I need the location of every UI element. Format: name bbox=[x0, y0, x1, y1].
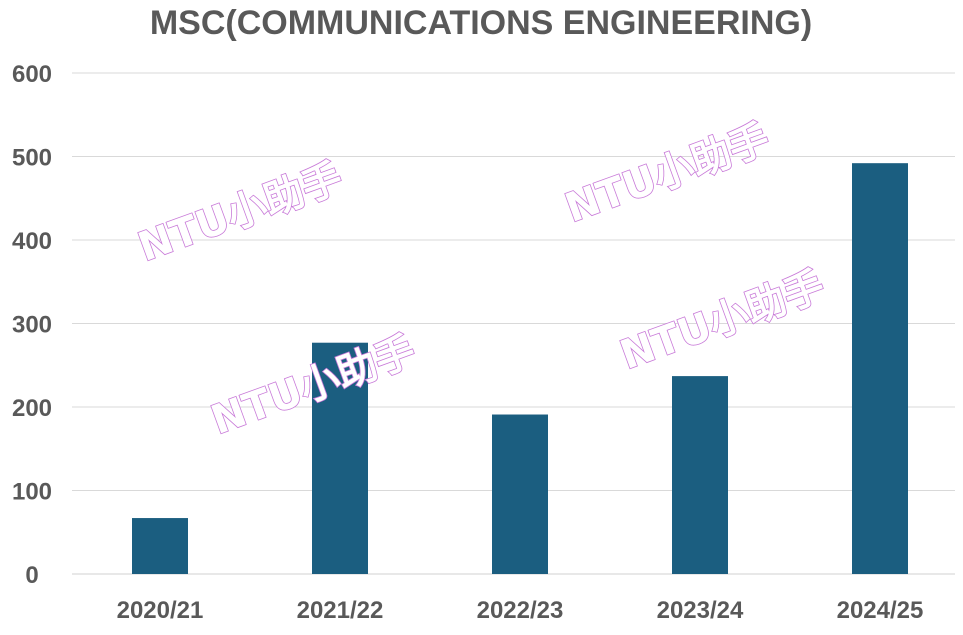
y-tick-label: 500 bbox=[12, 145, 52, 172]
gridlines bbox=[72, 72, 955, 575]
x-tick-label: 2024/25 bbox=[837, 597, 924, 624]
bar-2023-24 bbox=[672, 376, 728, 574]
y-tick-label: 0 bbox=[25, 562, 38, 589]
y-tick-label: 600 bbox=[12, 61, 52, 88]
y-tick-label: 100 bbox=[12, 479, 52, 506]
y-tick-label: 200 bbox=[12, 395, 52, 422]
x-tick-label: 2022/23 bbox=[477, 597, 564, 624]
bar-2020-21 bbox=[132, 518, 188, 574]
watermark-text: NTU小助手 bbox=[132, 155, 348, 271]
bar-2024-25 bbox=[852, 163, 908, 574]
chart-title: MSC(COMMUNICATIONS ENGINEERING) bbox=[150, 4, 812, 42]
bar-2021-22 bbox=[312, 342, 368, 574]
watermark-text: NTU小助手 bbox=[614, 263, 830, 379]
x-axis-tick-labels: 2020/21 2021/22 2022/23 2023/24 2024/25 bbox=[117, 597, 924, 624]
watermark-text: NTU小助手 bbox=[559, 116, 775, 232]
bars bbox=[132, 163, 908, 574]
x-tick-label: 2023/24 bbox=[657, 597, 744, 624]
x-tick-label: 2020/21 bbox=[117, 597, 204, 624]
x-tick-label: 2021/22 bbox=[297, 597, 384, 624]
bar-2022-23 bbox=[492, 414, 548, 574]
y-tick-label: 300 bbox=[12, 312, 52, 339]
y-axis-tick-labels: 0 100 200 300 400 500 600 bbox=[12, 61, 52, 589]
y-tick-label: 400 bbox=[12, 228, 52, 255]
